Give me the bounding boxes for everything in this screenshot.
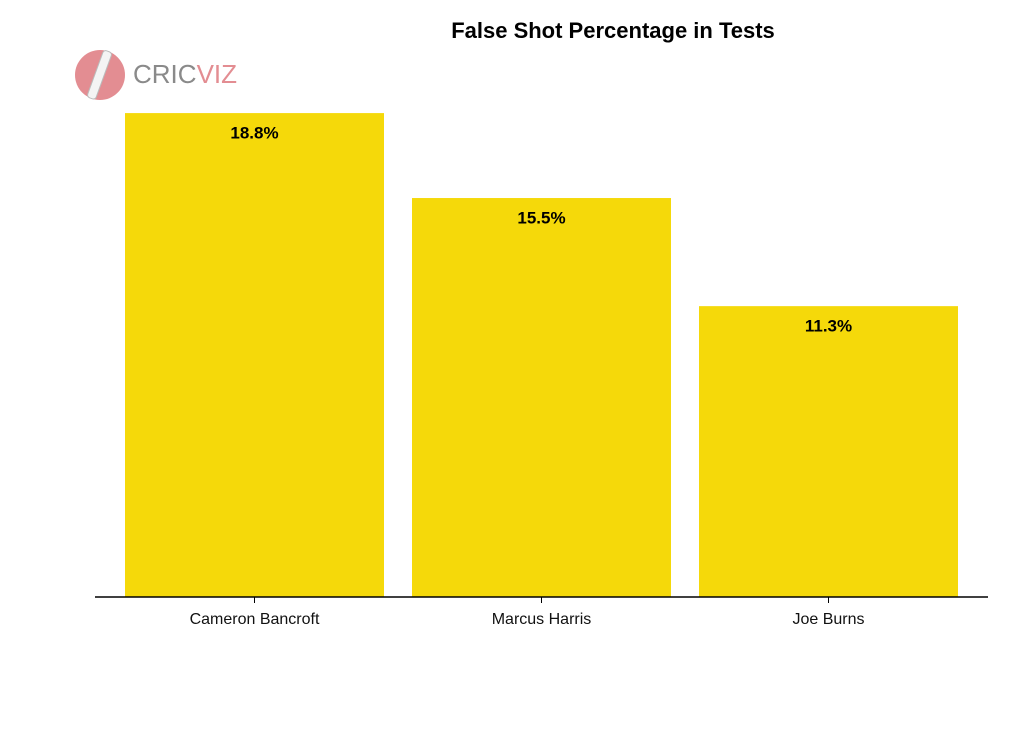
logo-text: CRICVIZ xyxy=(133,59,237,89)
bar xyxy=(699,306,958,597)
logo-part: VIZ xyxy=(197,59,238,89)
x-tick-label: Marcus Harris xyxy=(492,611,592,628)
data-label: 15.5% xyxy=(517,209,565,228)
logo-bat xyxy=(87,50,112,100)
data-label: 18.8% xyxy=(230,124,278,143)
logo-part: CRIC xyxy=(133,59,197,89)
logo: CRICVIZ xyxy=(75,50,237,100)
bar xyxy=(412,198,671,597)
x-tick-label: Joe Burns xyxy=(792,611,864,628)
chart-title: False Shot Percentage in Tests xyxy=(451,18,775,43)
x-tick-label: Cameron Bancroft xyxy=(190,611,320,628)
bar xyxy=(125,113,384,597)
data-label: 11.3% xyxy=(805,317,852,336)
